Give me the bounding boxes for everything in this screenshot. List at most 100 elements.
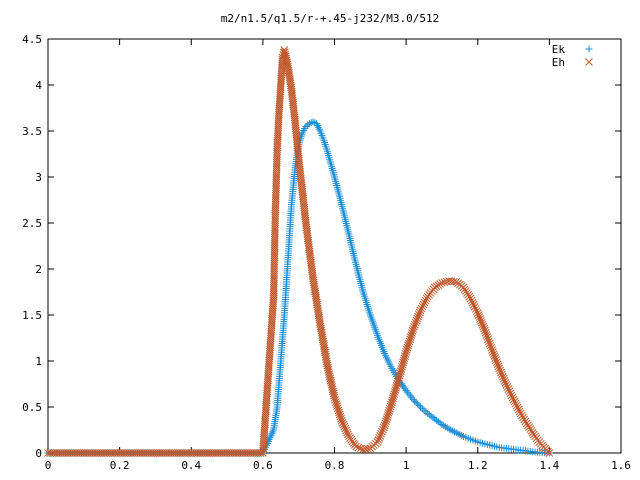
data-point-d2 — [324, 366, 333, 374]
data-point-d2 — [289, 102, 298, 111]
data-point-d2 — [509, 395, 518, 404]
data-point-d2 — [414, 312, 422, 321]
data-point — [302, 122, 310, 130]
data-point-d2 — [416, 306, 425, 315]
data-point-d2 — [312, 296, 321, 304]
data-point — [518, 411, 526, 420]
data-point-d2 — [492, 358, 501, 367]
data-point-d2 — [471, 305, 480, 313]
data-point-d2 — [397, 365, 406, 373]
data-point — [412, 399, 420, 407]
data-point — [497, 368, 505, 377]
data-point-d2 — [307, 261, 316, 269]
data-point-d2 — [503, 383, 512, 391]
data-point — [503, 383, 512, 391]
data-point-d2 — [469, 300, 478, 309]
data-point-d2 — [398, 362, 406, 371]
y-tick-label: 4 — [35, 79, 42, 92]
data-point-d2 — [413, 314, 422, 323]
data-point — [376, 431, 385, 440]
data-point-d2 — [317, 324, 325, 333]
data-point-d2 — [333, 404, 342, 413]
data-point — [402, 345, 411, 354]
data-point-d2 — [292, 126, 300, 135]
data-point-d2 — [307, 258, 315, 267]
data-point — [401, 385, 409, 393]
data-point — [490, 352, 499, 360]
data-point — [416, 306, 425, 315]
data-point-d2 — [438, 278, 446, 287]
data-point-d2 — [301, 210, 309, 218]
data-point-d2 — [401, 352, 409, 360]
data-point-d2 — [286, 79, 295, 88]
data-point — [337, 414, 345, 423]
data-point — [519, 413, 527, 422]
data-point-d2 — [301, 214, 310, 223]
data-point — [506, 389, 515, 398]
data-point — [384, 411, 392, 419]
data-point — [496, 366, 504, 375]
data-point-d2 — [318, 335, 327, 344]
data-point — [477, 317, 485, 325]
data-point-d2 — [395, 373, 403, 382]
data-point — [406, 335, 414, 344]
data-point-d2 — [337, 416, 346, 425]
data-point-d2 — [488, 346, 496, 354]
data-point-d2 — [322, 355, 331, 363]
data-point-d2 — [305, 243, 313, 252]
data-point-d2 — [310, 285, 319, 294]
data-point-d2 — [318, 333, 327, 342]
data-point-d2 — [404, 339, 413, 348]
data-point-d2 — [285, 69, 293, 77]
data-point — [466, 294, 475, 303]
data-point — [395, 371, 404, 380]
data-point-d2 — [489, 350, 498, 358]
data-point-d2 — [318, 331, 326, 339]
data-point — [492, 358, 501, 367]
data-point — [511, 399, 520, 408]
data-point-d2 — [420, 298, 429, 307]
data-point-d2 — [291, 122, 300, 130]
data-point — [475, 313, 484, 321]
data-point-d2 — [361, 445, 370, 453]
data-point-d2 — [382, 415, 391, 423]
legend-label: Ek — [552, 43, 566, 56]
data-point-d2 — [326, 376, 335, 385]
data-point-d2 — [308, 267, 317, 276]
data-point-d2 — [519, 413, 527, 422]
data-point-d2 — [521, 417, 530, 426]
data-point — [480, 324, 488, 333]
data-point-d2 — [520, 415, 529, 424]
data-point-d2 — [300, 201, 308, 210]
data-point-d2 — [298, 185, 306, 194]
data-point-d2 — [498, 372, 507, 381]
data-point-d2 — [468, 298, 477, 307]
data-point-d2 — [508, 393, 517, 402]
data-point — [479, 322, 488, 331]
data-point-d2 — [283, 58, 291, 67]
data-point-d2 — [309, 274, 317, 283]
data-point-d2 — [375, 433, 384, 442]
data-point-d2 — [311, 289, 320, 298]
data-point — [436, 419, 444, 427]
data-point — [408, 329, 416, 337]
data-point-d2 — [478, 320, 487, 329]
data-point — [471, 305, 480, 313]
data-point-d2 — [299, 196, 308, 205]
data-point-d2 — [305, 247, 314, 256]
data-point-d2 — [313, 302, 322, 311]
data-point — [418, 302, 427, 311]
data-point-d2 — [378, 427, 386, 436]
data-point-d2 — [306, 254, 315, 263]
data-point — [507, 391, 516, 400]
data-point-d2 — [293, 146, 302, 154]
data-point-d2 — [292, 135, 301, 143]
data-point — [314, 123, 322, 131]
data-point-d2 — [301, 219, 310, 227]
data-point — [418, 405, 426, 413]
data-point-d2 — [511, 399, 520, 408]
data-point-d2 — [297, 174, 305, 183]
data-point-d2 — [450, 277, 458, 286]
data-point — [467, 296, 476, 305]
